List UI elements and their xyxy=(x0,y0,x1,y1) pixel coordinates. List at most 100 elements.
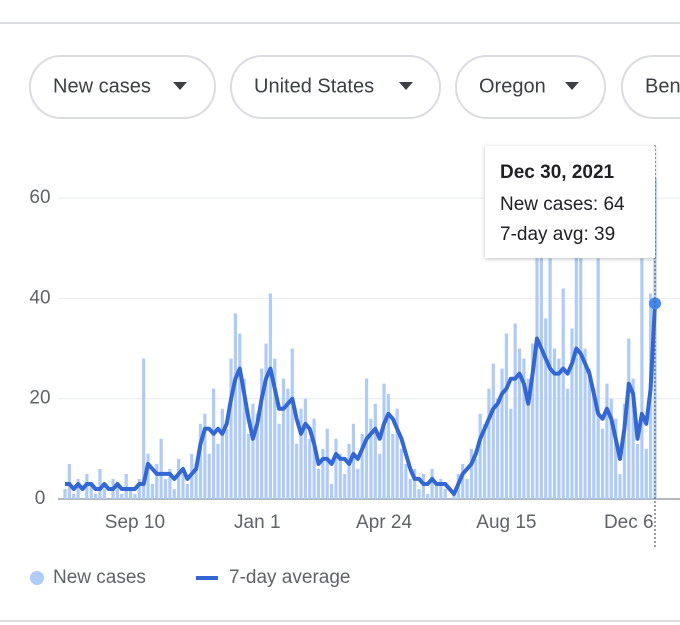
bar xyxy=(98,468,102,499)
line xyxy=(65,303,657,496)
bar xyxy=(583,348,587,499)
bar xyxy=(321,448,325,499)
bar xyxy=(89,483,93,499)
chip-label: New cases xyxy=(53,75,151,97)
bar xyxy=(627,338,631,499)
chip-arrow xyxy=(399,82,413,90)
bar xyxy=(509,408,513,499)
filter-chip[interactable]: Ben xyxy=(621,55,680,119)
bar xyxy=(439,478,443,499)
bar xyxy=(644,448,648,499)
bar xyxy=(334,438,338,499)
bar xyxy=(478,413,482,499)
bar xyxy=(452,493,456,499)
bar xyxy=(343,473,347,499)
x-tick-label: Jan 1 xyxy=(234,512,280,533)
bar xyxy=(177,458,181,499)
bar xyxy=(295,443,299,499)
bar xyxy=(194,463,198,499)
bar xyxy=(531,343,535,499)
bar xyxy=(557,358,561,499)
bar xyxy=(120,493,124,499)
bar xyxy=(308,438,312,499)
x-tick-label: Apr 24 xyxy=(356,512,412,533)
tooltip-row: 7-day avg: 39 xyxy=(500,224,615,245)
filter-chip[interactable]: New cases xyxy=(29,55,216,119)
axes: 0 20 40 60 Sep 10 Jan 1 Apr 24 Aug 15 Dec 6 xyxy=(29,187,653,533)
bar xyxy=(469,448,474,499)
bar xyxy=(211,388,216,499)
bar xyxy=(474,458,478,499)
bar xyxy=(565,388,570,499)
bar xyxy=(216,443,220,499)
bar xyxy=(185,483,189,499)
bar xyxy=(207,453,211,499)
bar xyxy=(329,483,334,499)
bar xyxy=(142,358,146,499)
y-tick-label: 40 xyxy=(29,287,50,308)
hover-point xyxy=(649,297,661,310)
bar xyxy=(579,258,583,499)
bar xyxy=(487,388,491,499)
bar xyxy=(373,403,377,499)
bar xyxy=(233,313,238,499)
bar xyxy=(76,478,80,499)
bar xyxy=(268,293,273,499)
bar xyxy=(587,368,592,499)
bar xyxy=(72,493,76,499)
tooltip-row: New cases: 64 xyxy=(500,194,625,215)
bar xyxy=(386,393,391,499)
bar xyxy=(299,408,303,499)
filter-chip[interactable]: United States xyxy=(230,55,441,119)
bar xyxy=(325,428,329,499)
filter-chip[interactable]: Oregon xyxy=(455,55,606,119)
bar xyxy=(640,258,644,499)
y-tick-label: 20 xyxy=(29,388,50,409)
bar xyxy=(539,248,543,499)
bar xyxy=(360,433,364,499)
bar xyxy=(548,258,552,499)
bar xyxy=(159,438,163,499)
bar xyxy=(102,488,106,499)
bar xyxy=(552,348,557,499)
bar xyxy=(238,333,242,499)
bar xyxy=(225,428,229,499)
bar xyxy=(172,488,176,499)
bar xyxy=(592,388,596,499)
bar xyxy=(614,418,618,499)
tooltip-label: 7-day avg: xyxy=(500,224,589,245)
bar xyxy=(382,383,386,499)
lines xyxy=(65,297,661,496)
bar xyxy=(93,493,98,499)
bar xyxy=(596,258,600,499)
bar xyxy=(163,478,168,499)
bar xyxy=(378,453,382,499)
tooltip-date: Dec 30, 2021 xyxy=(500,162,615,183)
bar xyxy=(255,413,259,499)
chip-arrow xyxy=(173,82,187,90)
bar xyxy=(517,348,522,499)
bar xyxy=(430,468,434,499)
bar xyxy=(522,358,526,499)
bar xyxy=(413,468,417,499)
y-tick-label: 0 xyxy=(35,488,46,509)
bar xyxy=(609,398,613,499)
tooltip: Dec 30, 2021 New cases: 64 7-day avg: 39 xyxy=(485,146,655,258)
chip-label: Ben xyxy=(645,75,680,97)
bar xyxy=(115,483,120,499)
legend-label: New cases xyxy=(53,567,146,588)
bar xyxy=(290,348,294,499)
bar xyxy=(417,488,421,499)
bar xyxy=(133,493,137,499)
bar xyxy=(347,443,351,499)
chip-label: United States xyxy=(254,75,374,97)
bar xyxy=(369,418,373,499)
bar xyxy=(316,468,321,499)
bar xyxy=(137,478,141,499)
bar xyxy=(461,463,465,499)
bar xyxy=(574,248,578,499)
x-tick-label: Dec 6 xyxy=(604,512,654,533)
bar xyxy=(408,478,412,499)
tooltip-value: 39 xyxy=(594,224,615,245)
bar xyxy=(277,423,281,499)
